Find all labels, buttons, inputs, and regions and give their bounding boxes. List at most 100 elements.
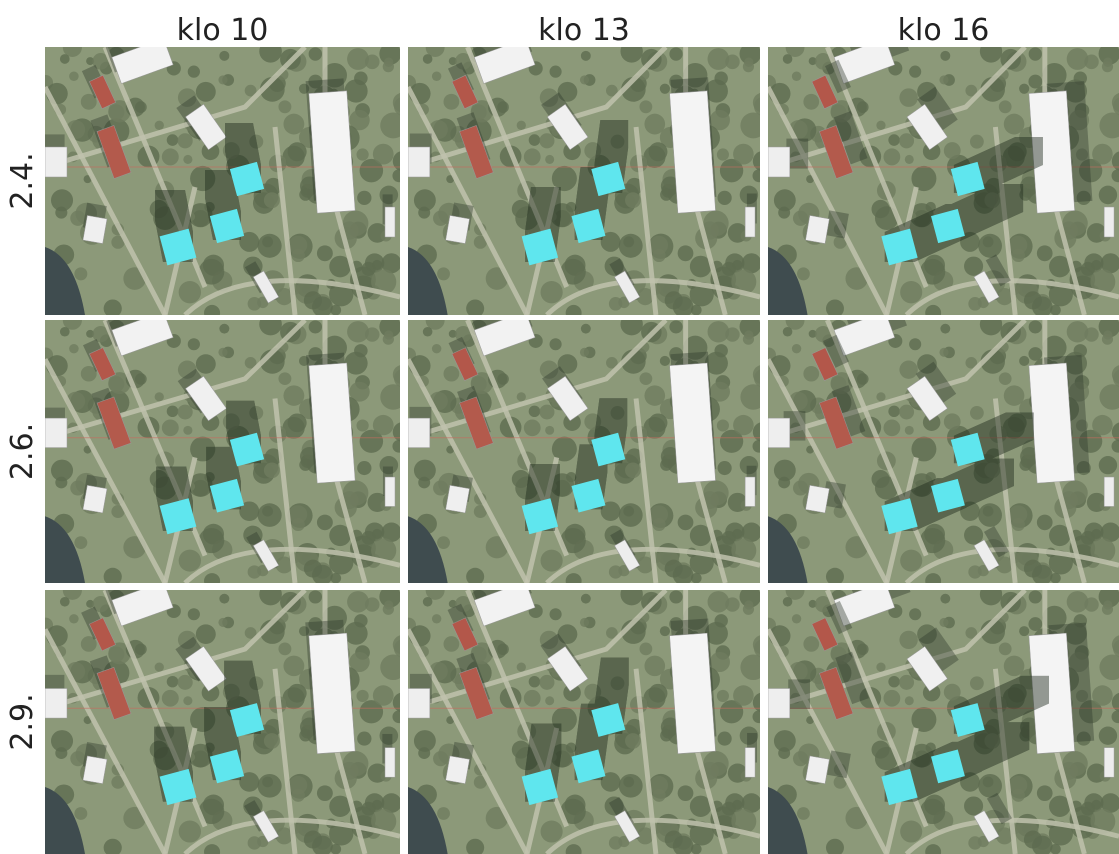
tree [1028,617,1042,631]
tree [167,406,179,417]
tree [718,732,732,746]
shadow-top [600,120,628,148]
shadow-top [1015,137,1043,165]
tree [826,299,844,317]
tree [74,536,87,549]
tree [219,51,229,61]
tree [60,54,70,64]
tree [1024,831,1042,849]
tree [939,348,948,357]
shadow-top [224,661,252,689]
tree [155,392,164,401]
tree [1067,48,1089,70]
shadow-top [532,723,562,753]
building-roof [1104,207,1114,237]
shadow-top [225,123,253,151]
tree [803,94,819,110]
tree [888,134,899,146]
tree [529,406,541,417]
tree [665,831,683,849]
tree [264,192,280,208]
tree [678,515,694,531]
tree [899,361,917,379]
tree [722,531,736,545]
shadow-top [206,447,234,474]
aerial-panel [38,569,413,854]
tree [639,643,652,656]
tree [356,690,368,702]
building [745,466,756,507]
tree [970,676,984,690]
building-roof [670,363,716,483]
tree [783,54,793,64]
tree [1067,321,1089,342]
building-roof [768,147,790,177]
tree [357,191,371,205]
shadow-study-grid: klo 10klo 13klo 162.4.2.6.2.9. [0,0,1119,854]
tree [529,134,541,146]
tree [51,460,73,482]
building-roof [768,418,790,447]
tree [317,515,333,531]
tree [1028,347,1042,361]
tree [1092,415,1113,435]
tree [609,836,622,849]
shadow-top [226,401,254,428]
tree [644,385,665,405]
tree [1012,518,1025,531]
tree [678,785,694,801]
tree [167,676,179,687]
building [1028,355,1090,483]
tree [178,405,193,420]
tree [259,313,282,335]
shadow-top [204,707,232,735]
building-roof [446,215,470,243]
aerial-panel [38,302,413,589]
tree [309,590,322,603]
tree [792,614,801,623]
tree [264,733,280,749]
shadow-top [531,187,561,217]
tree [373,415,394,435]
tree [717,690,729,702]
building-roof [309,363,355,483]
tree [899,675,914,690]
tree [660,84,670,94]
tree [649,413,668,432]
tree [980,583,1002,605]
column-header: klo 16 [898,13,990,48]
tree [178,133,193,148]
tree [733,685,754,705]
building-roof [745,477,755,506]
tree [392,710,405,723]
tree [204,573,220,589]
tree [317,785,333,801]
tree [623,777,634,788]
tree [362,802,376,816]
aerial-panel [761,300,1119,589]
tree [1092,685,1113,705]
tree [262,506,273,517]
tree [669,47,682,60]
tree [414,730,436,752]
tree [188,338,200,350]
building-shadow [827,750,851,778]
tree [899,88,917,107]
tree [888,406,899,417]
building-roof [745,748,755,778]
tree [357,732,371,746]
tree [262,236,273,247]
tree [753,710,766,723]
tree [167,134,179,146]
tree [1037,785,1053,801]
column-header: klo 13 [538,13,630,48]
tree [625,733,641,749]
tree [566,305,582,321]
shadow-top [205,170,233,198]
tree [426,38,445,57]
tree [108,376,124,392]
tree [309,320,322,333]
tree [1102,604,1113,615]
tree [539,675,554,690]
tree [939,618,948,627]
